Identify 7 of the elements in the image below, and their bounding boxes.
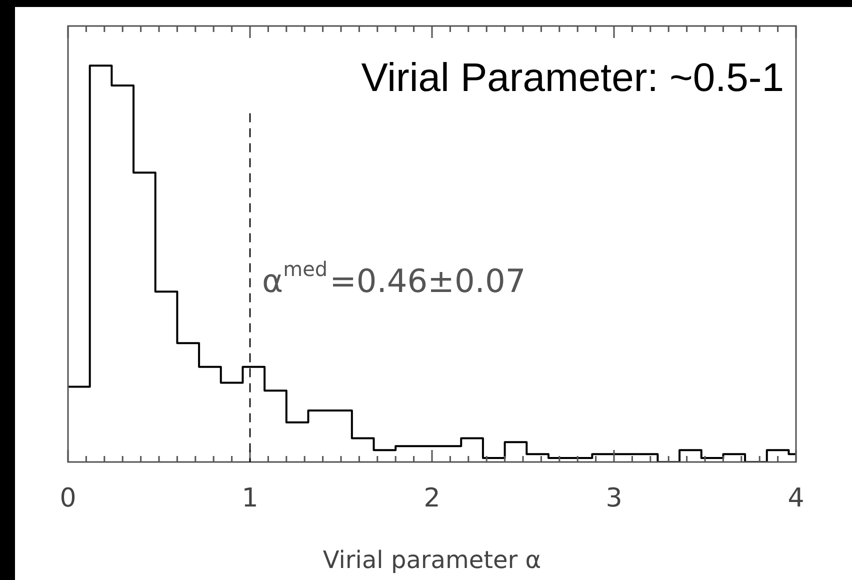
chart-title: Virial Parameter: ~0.5-1: [361, 56, 784, 100]
x-tick-label: 3: [606, 483, 622, 514]
x-tick-label: 1: [242, 483, 258, 514]
x-tick-label: 0: [60, 483, 76, 514]
x-axis-title: Virial parameter α: [322, 546, 542, 574]
x-tick-label: 4: [788, 483, 804, 514]
x-tick-label: 2: [424, 483, 440, 514]
